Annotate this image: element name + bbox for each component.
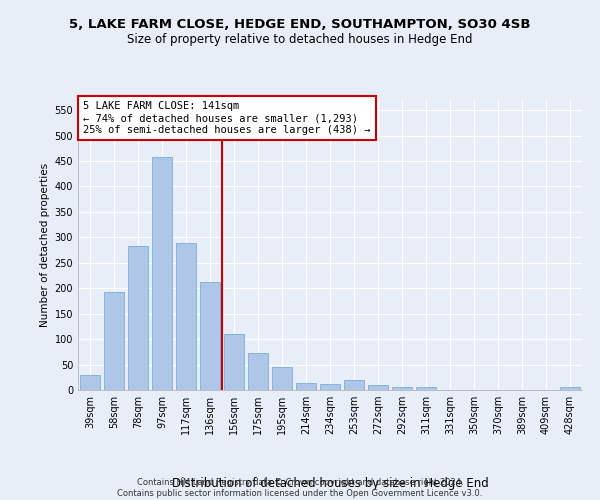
Text: Distribution of detached houses by size in Hedge End: Distribution of detached houses by size … <box>172 477 488 490</box>
Text: 5, LAKE FARM CLOSE, HEDGE END, SOUTHAMPTON, SO30 4SB: 5, LAKE FARM CLOSE, HEDGE END, SOUTHAMPT… <box>69 18 531 30</box>
Bar <box>344 380 364 390</box>
Bar <box>224 334 244 390</box>
Bar <box>200 282 220 390</box>
Bar <box>272 366 292 390</box>
Bar <box>560 388 580 390</box>
Text: Size of property relative to detached houses in Hedge End: Size of property relative to detached ho… <box>127 32 473 46</box>
Bar <box>368 385 388 390</box>
Bar <box>176 244 196 390</box>
Bar <box>104 292 124 390</box>
Text: Contains HM Land Registry data © Crown copyright and database right 2024.
Contai: Contains HM Land Registry data © Crown c… <box>118 478 482 498</box>
Bar <box>248 353 268 390</box>
Y-axis label: Number of detached properties: Number of detached properties <box>40 163 50 327</box>
Text: 5 LAKE FARM CLOSE: 141sqm
← 74% of detached houses are smaller (1,293)
25% of se: 5 LAKE FARM CLOSE: 141sqm ← 74% of detac… <box>83 102 371 134</box>
Bar <box>152 158 172 390</box>
Bar <box>296 384 316 390</box>
Bar <box>392 387 412 390</box>
Bar <box>416 388 436 390</box>
Bar <box>320 384 340 390</box>
Bar <box>128 246 148 390</box>
Bar <box>80 374 100 390</box>
